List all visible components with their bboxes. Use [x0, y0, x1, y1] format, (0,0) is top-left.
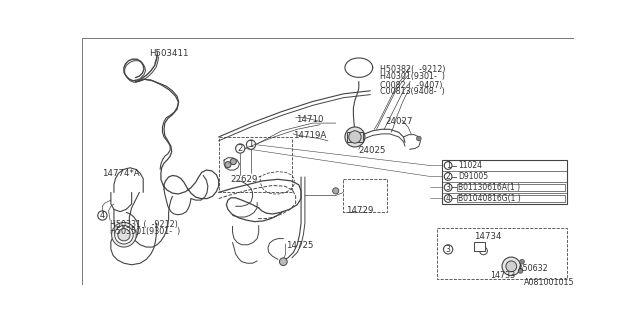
- Circle shape: [230, 158, 236, 165]
- Circle shape: [115, 226, 133, 244]
- Circle shape: [417, 136, 421, 141]
- Bar: [442, 160, 566, 204]
- Text: 4: 4: [100, 211, 105, 220]
- Text: 14734: 14734: [474, 232, 502, 241]
- Bar: [474, 242, 485, 251]
- Bar: [219, 137, 292, 192]
- Circle shape: [518, 268, 523, 273]
- Text: 24025: 24025: [359, 146, 387, 155]
- Bar: [456, 184, 565, 191]
- Circle shape: [345, 127, 365, 147]
- Circle shape: [506, 261, 516, 272]
- Circle shape: [333, 188, 339, 194]
- Text: 14733: 14733: [490, 271, 515, 280]
- Circle shape: [225, 162, 231, 168]
- Text: D91005: D91005: [458, 172, 488, 181]
- Text: 3: 3: [445, 183, 451, 192]
- Text: 24027: 24027: [385, 117, 413, 126]
- Text: 14725: 14725: [285, 241, 313, 250]
- Text: A50632: A50632: [518, 264, 549, 273]
- Text: 1: 1: [248, 140, 253, 149]
- Bar: [344, 179, 387, 212]
- Text: 14719A: 14719A: [293, 131, 326, 140]
- Text: 4: 4: [445, 194, 451, 203]
- Text: B01130616A(1 ): B01130616A(1 ): [458, 183, 520, 192]
- Circle shape: [280, 258, 287, 266]
- Text: 2: 2: [445, 172, 451, 181]
- Circle shape: [349, 131, 361, 143]
- Text: 3: 3: [445, 245, 451, 254]
- Text: 14729: 14729: [346, 206, 373, 215]
- Text: H50382(  -9212): H50382( -9212): [380, 65, 446, 74]
- Text: 22629: 22629: [230, 175, 257, 184]
- Text: H503411: H503411: [149, 49, 189, 58]
- Text: H50331 (  -9212): H50331 ( -9212): [110, 220, 178, 229]
- Bar: [348, 132, 363, 142]
- Bar: [437, 228, 566, 279]
- Circle shape: [118, 228, 130, 241]
- Circle shape: [111, 222, 136, 247]
- Text: H40301(9301-  ): H40301(9301- ): [380, 71, 445, 81]
- Text: 14710: 14710: [296, 115, 323, 124]
- Text: A081001015: A081001015: [524, 278, 574, 287]
- Text: C00813(9408-  ): C00813(9408- ): [380, 87, 445, 96]
- Text: 1: 1: [445, 161, 451, 170]
- Text: B01040816G(1 ): B01040816G(1 ): [458, 194, 521, 203]
- Text: 11024: 11024: [458, 161, 482, 170]
- Circle shape: [502, 257, 520, 276]
- Text: 14774*A: 14774*A: [102, 169, 140, 178]
- Bar: [456, 195, 565, 202]
- Text: H503501(9301-  ): H503501(9301- ): [110, 227, 180, 236]
- Circle shape: [520, 260, 524, 264]
- Text: C0082 (  -9407): C0082 ( -9407): [380, 81, 443, 90]
- Text: 2: 2: [237, 144, 243, 153]
